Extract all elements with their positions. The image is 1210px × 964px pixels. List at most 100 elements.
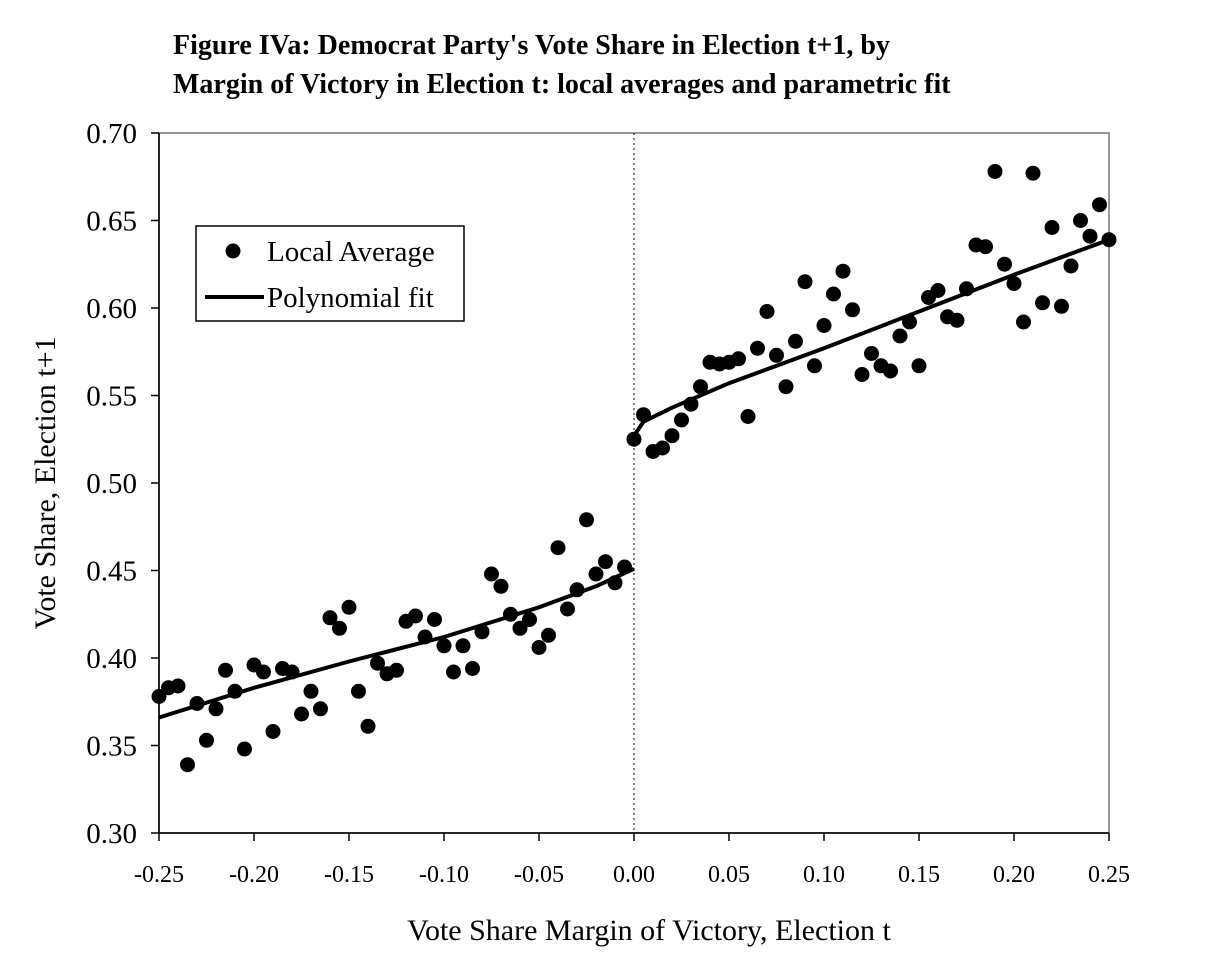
- local-average-point: [199, 732, 214, 748]
- local-average-point: [902, 314, 917, 330]
- local-average-points: [151, 164, 1117, 773]
- local-average-point: [854, 367, 870, 382]
- y-tick-label: 0.65: [86, 206, 137, 238]
- local-average-point: [332, 620, 347, 636]
- chart-title-line-2: Margin of Victory in Election t: local a…: [173, 69, 951, 100]
- local-average-point: [493, 578, 509, 594]
- local-average-point: [750, 340, 765, 356]
- local-average-point: [769, 347, 784, 363]
- local-average-point: [484, 566, 499, 582]
- local-average-point: [664, 428, 680, 444]
- local-average-point: [797, 274, 813, 290]
- y-tick-label: 0.45: [86, 556, 137, 588]
- y-axis-ticks: 0.30 0.35 0.40 0.45 0.50 0.55 0.60 0.65 0.70: [86, 118, 159, 850]
- local-average-point: [911, 358, 927, 374]
- local-average-point: [892, 328, 908, 344]
- local-average-point: [674, 412, 689, 428]
- local-average-point: [294, 706, 309, 722]
- local-average-point: [731, 351, 746, 367]
- legend-marker-local-average: [225, 243, 241, 259]
- local-average-point: [408, 608, 423, 624]
- local-average-point: [227, 683, 243, 699]
- x-tick-label: 0.05: [708, 862, 750, 888]
- local-average-point: [170, 678, 186, 694]
- x-tick-label: -0.20: [229, 862, 279, 888]
- local-average-point: [512, 620, 528, 636]
- local-average-point: [788, 333, 803, 349]
- local-average-point: [1101, 232, 1117, 248]
- local-average-point: [816, 318, 832, 333]
- local-average-point: [997, 256, 1012, 272]
- polynomial-fit-segment-2: [632, 237, 1110, 437]
- local-average-point: [313, 701, 328, 717]
- chart-title-line-1: Figure IVa: Democrat Party's Vote Share …: [173, 30, 890, 61]
- x-tick-label: 0.00: [613, 862, 655, 888]
- x-axis-ticks: -0.25 -0.20 -0.15 -0.10 -0.05 0.00 0.05 0.10 0.1…: [134, 833, 1130, 888]
- local-average-point: [303, 683, 319, 699]
- chart-title: Figure IVa: Democrat Party's Vote Share …: [173, 30, 951, 100]
- legend-label-local-average: Local Average: [267, 236, 435, 268]
- local-average-point: [550, 540, 566, 556]
- local-average-point: [930, 283, 946, 298]
- local-average-point: [522, 612, 537, 627]
- local-average-point: [218, 662, 233, 678]
- local-average-point: [417, 629, 433, 645]
- local-average-point: [237, 741, 252, 757]
- local-average-point: [1035, 295, 1050, 311]
- local-average-point: [1082, 228, 1098, 244]
- local-average-point: [151, 689, 167, 704]
- local-average-point: [1092, 197, 1107, 213]
- local-average-point: [588, 566, 604, 582]
- x-tick-label: -0.25: [134, 862, 184, 888]
- y-tick-label: 0.55: [86, 381, 137, 413]
- y-tick-label: 0.70: [86, 118, 137, 150]
- x-tick-label: 0.15: [898, 862, 940, 888]
- local-average-point: [322, 610, 338, 626]
- x-tick-label: 0.10: [803, 862, 845, 888]
- local-average-point: [465, 661, 480, 676]
- local-average-point: [636, 407, 651, 423]
- legend: Local Average Polynomial fit: [195, 225, 465, 322]
- local-average-point: [474, 624, 490, 640]
- local-average-point: [987, 164, 1003, 179]
- local-average-point: [569, 582, 585, 598]
- local-average-point: [759, 304, 775, 319]
- local-average-point: [189, 696, 205, 711]
- local-average-point: [579, 512, 594, 528]
- local-average-point: [1025, 165, 1041, 181]
- local-average-point: [1063, 258, 1079, 274]
- local-average-point: [683, 396, 699, 412]
- y-tick-label: 0.40: [86, 643, 137, 675]
- local-average-point: [427, 612, 442, 627]
- local-average-point: [740, 409, 756, 424]
- local-average-point: [1044, 220, 1060, 235]
- local-average-point: [370, 655, 385, 671]
- y-tick-label: 0.50: [86, 468, 137, 500]
- local-average-point: [1006, 276, 1022, 291]
- local-average-point: [389, 662, 404, 678]
- x-tick-label: 0.25: [1088, 862, 1130, 888]
- local-average-point: [693, 379, 708, 395]
- local-average-point: [826, 286, 841, 302]
- local-average-point: [180, 757, 195, 773]
- local-average-point: [1054, 298, 1069, 314]
- local-average-point: [1016, 314, 1031, 330]
- local-average-point: [208, 701, 224, 717]
- x-tick-label: -0.05: [514, 862, 564, 888]
- local-average-point: [807, 358, 822, 374]
- local-average-point: [655, 440, 670, 456]
- local-average-point: [835, 263, 851, 279]
- local-average-point: [845, 302, 860, 318]
- legend-label-polynomial-fit: Polynomial fit: [267, 282, 434, 314]
- local-average-point: [256, 664, 271, 680]
- y-tick-label: 0.30: [86, 818, 137, 850]
- local-average-point: [883, 363, 898, 379]
- local-average-point: [959, 281, 974, 297]
- local-average-point: [864, 346, 879, 361]
- local-average-point: [284, 664, 300, 680]
- local-average-point: [455, 638, 471, 654]
- local-average-point: [949, 312, 965, 328]
- y-tick-label: 0.60: [86, 293, 137, 325]
- local-average-point: [1073, 213, 1088, 228]
